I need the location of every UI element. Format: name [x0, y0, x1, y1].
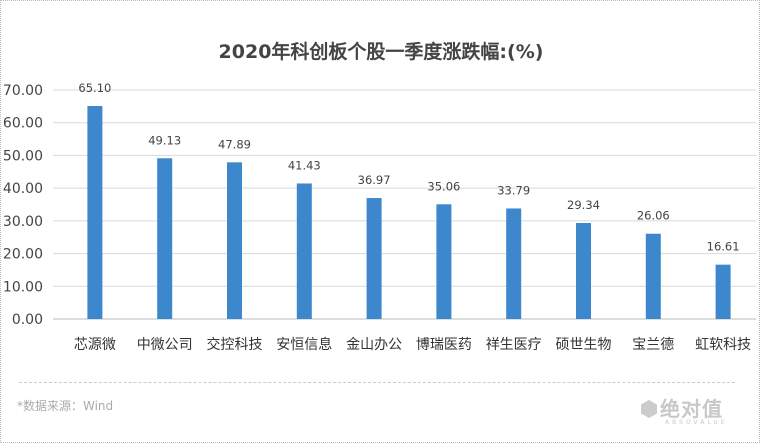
x-tick-label: 中微公司 — [137, 337, 193, 353]
bar — [366, 198, 382, 319]
data-source: *数据来源：Wind — [17, 399, 114, 413]
bar-chart: 0.00 10.00 20.00 30.00 40.00 50.00 60.00 70.00 6… — [3, 81, 756, 353]
bar — [645, 233, 661, 319]
bar — [715, 264, 731, 319]
data-label: 33.79 — [497, 183, 530, 197]
bar — [227, 162, 242, 319]
y-tick-label: 0.00 — [12, 312, 43, 328]
logo-subtext: ABSOVALUE — [665, 419, 728, 426]
x-tick-label: 安恒信息 — [276, 336, 332, 353]
bar — [87, 106, 103, 319]
data-label: 16.61 — [707, 240, 740, 254]
x-tick-label: 博瑞医药 — [416, 336, 472, 353]
y-tick-label: 60.00 — [3, 116, 43, 132]
data-label: 49.13 — [148, 133, 181, 147]
x-tick-label: 祥生医疗 — [486, 337, 542, 353]
y-tick-label: 30.00 — [3, 214, 43, 230]
x-tick-label: 虹软科技 — [695, 337, 751, 353]
y-tick-label: 70.00 — [3, 83, 43, 99]
chart-title: 2020年科创板个股一季度涨跌幅:(%) — [218, 41, 544, 63]
data-label: 47.89 — [218, 137, 251, 151]
x-tick-label: 宝兰德 — [632, 337, 674, 353]
data-label: 29.34 — [567, 198, 600, 212]
y-tick-label: 40.00 — [3, 181, 43, 197]
logo-text: 绝对值 — [660, 397, 723, 421]
divider — [19, 382, 735, 383]
data-label: 65.10 — [78, 81, 111, 95]
x-tick-label: 交控科技 — [207, 336, 263, 353]
bar — [506, 208, 522, 319]
data-label: 36.97 — [358, 173, 391, 187]
data-label: 26.06 — [637, 209, 670, 223]
logo: 绝对值 ABSOVALUE — [641, 393, 728, 426]
bar — [157, 158, 173, 319]
y-tick-label: 20.00 — [3, 247, 43, 263]
x-tick-label: 硕世生物 — [556, 337, 612, 353]
x-tick-label: 芯源微 — [74, 337, 116, 353]
bar — [436, 204, 452, 319]
logo-hex-icon — [641, 400, 657, 418]
data-label: 35.06 — [427, 179, 460, 193]
x-tick-label: 金山办公 — [346, 337, 402, 353]
data-label: 41.43 — [288, 158, 321, 172]
bar — [296, 183, 312, 319]
y-tick-label: 10.00 — [3, 279, 43, 295]
y-tick-label: 50.00 — [3, 148, 43, 164]
bar — [576, 223, 591, 319]
